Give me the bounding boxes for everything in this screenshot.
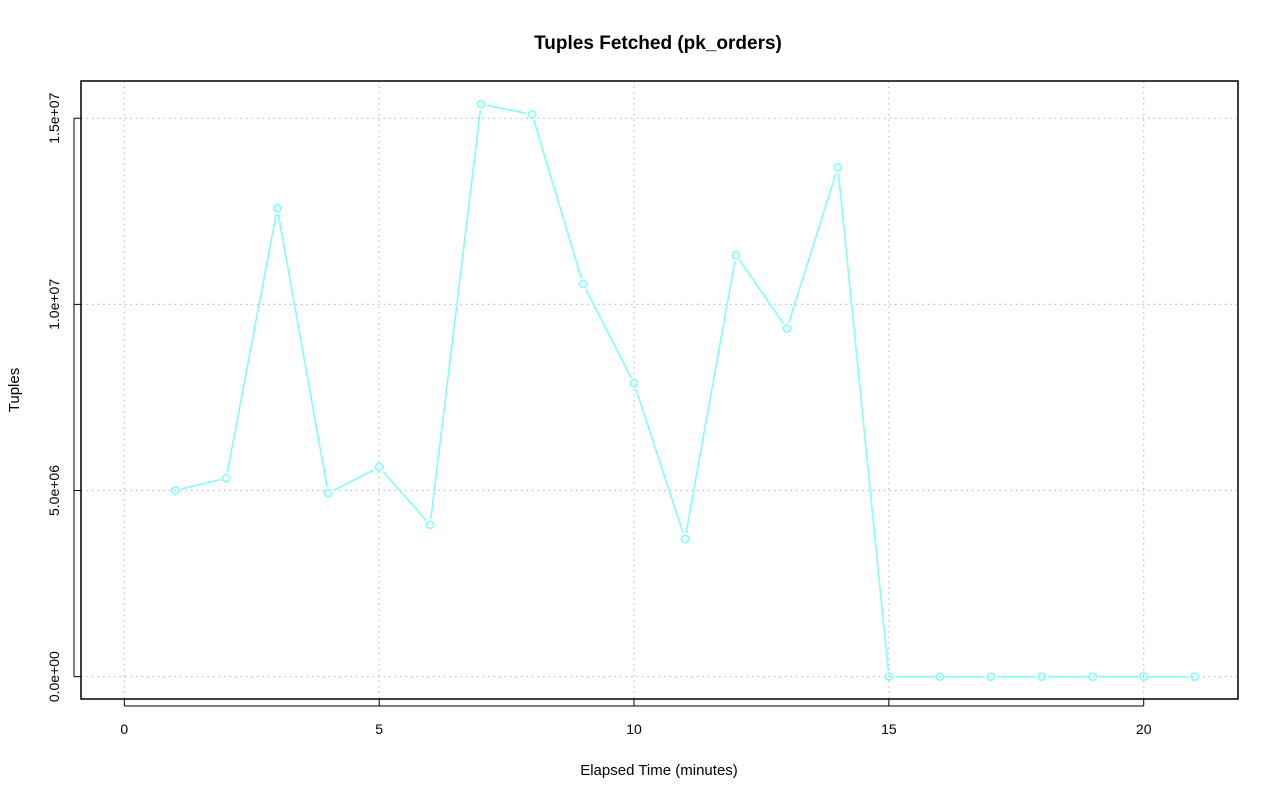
data-point <box>578 279 588 289</box>
x-axis-label: Elapsed Time (minutes) <box>580 762 738 779</box>
series <box>170 99 1200 682</box>
data-point <box>935 672 945 682</box>
data-point <box>833 162 843 172</box>
data-point <box>629 378 639 388</box>
series-line-segment <box>635 388 684 534</box>
x-axis: 0 5 10 15 20 <box>120 699 1152 737</box>
series-line-segment <box>333 469 375 492</box>
x-tick-label: 0 <box>120 721 128 737</box>
series-line-segment <box>787 172 837 324</box>
grid <box>81 81 1238 699</box>
y-tick-label: 1.5e+07 <box>46 93 62 144</box>
series-line-segment <box>685 260 736 534</box>
data-point <box>476 99 486 109</box>
series-line-segment <box>277 214 328 488</box>
series-line-segment <box>180 478 221 490</box>
data-point <box>1139 672 1149 682</box>
data-point <box>221 473 231 483</box>
data-point <box>170 486 180 495</box>
series-line-segment <box>382 471 427 521</box>
data-point <box>527 110 537 119</box>
series-line-segment <box>486 104 527 115</box>
data-point <box>323 488 333 498</box>
data-point <box>731 250 741 260</box>
data-point <box>374 462 384 472</box>
data-point <box>680 534 690 544</box>
data-point <box>272 203 282 213</box>
data-point <box>986 672 996 682</box>
series-line-segment <box>585 288 632 379</box>
series-line-segment <box>533 120 583 279</box>
series-line-segment <box>430 109 482 519</box>
data-point <box>1088 672 1098 682</box>
series-line-segment <box>738 259 785 325</box>
x-tick-label: 10 <box>626 721 642 737</box>
y-axis-label: Tuples <box>6 368 23 412</box>
data-point <box>782 324 792 333</box>
data-point <box>1190 672 1200 682</box>
y-tick-label: 1.0e+07 <box>46 279 62 330</box>
chart-title: Tuples Fetched (pk_orders) <box>534 33 782 54</box>
plot-frame <box>80 80 1239 700</box>
data-point <box>884 672 894 682</box>
x-tick-label: 20 <box>1136 721 1152 737</box>
x-tick-label: 15 <box>881 721 897 737</box>
data-point <box>1037 672 1047 682</box>
series-line-segment <box>837 173 890 671</box>
data-point <box>425 520 435 530</box>
y-tick-label: 0.0e+00 <box>46 651 62 702</box>
x-tick-label: 5 <box>375 721 383 737</box>
series-line-segment <box>226 214 277 473</box>
y-axis: 0.0e+00 5.0e+06 1.0e+07 1.5e+07 <box>46 93 81 702</box>
y-tick-label: 5.0e+06 <box>46 465 62 516</box>
